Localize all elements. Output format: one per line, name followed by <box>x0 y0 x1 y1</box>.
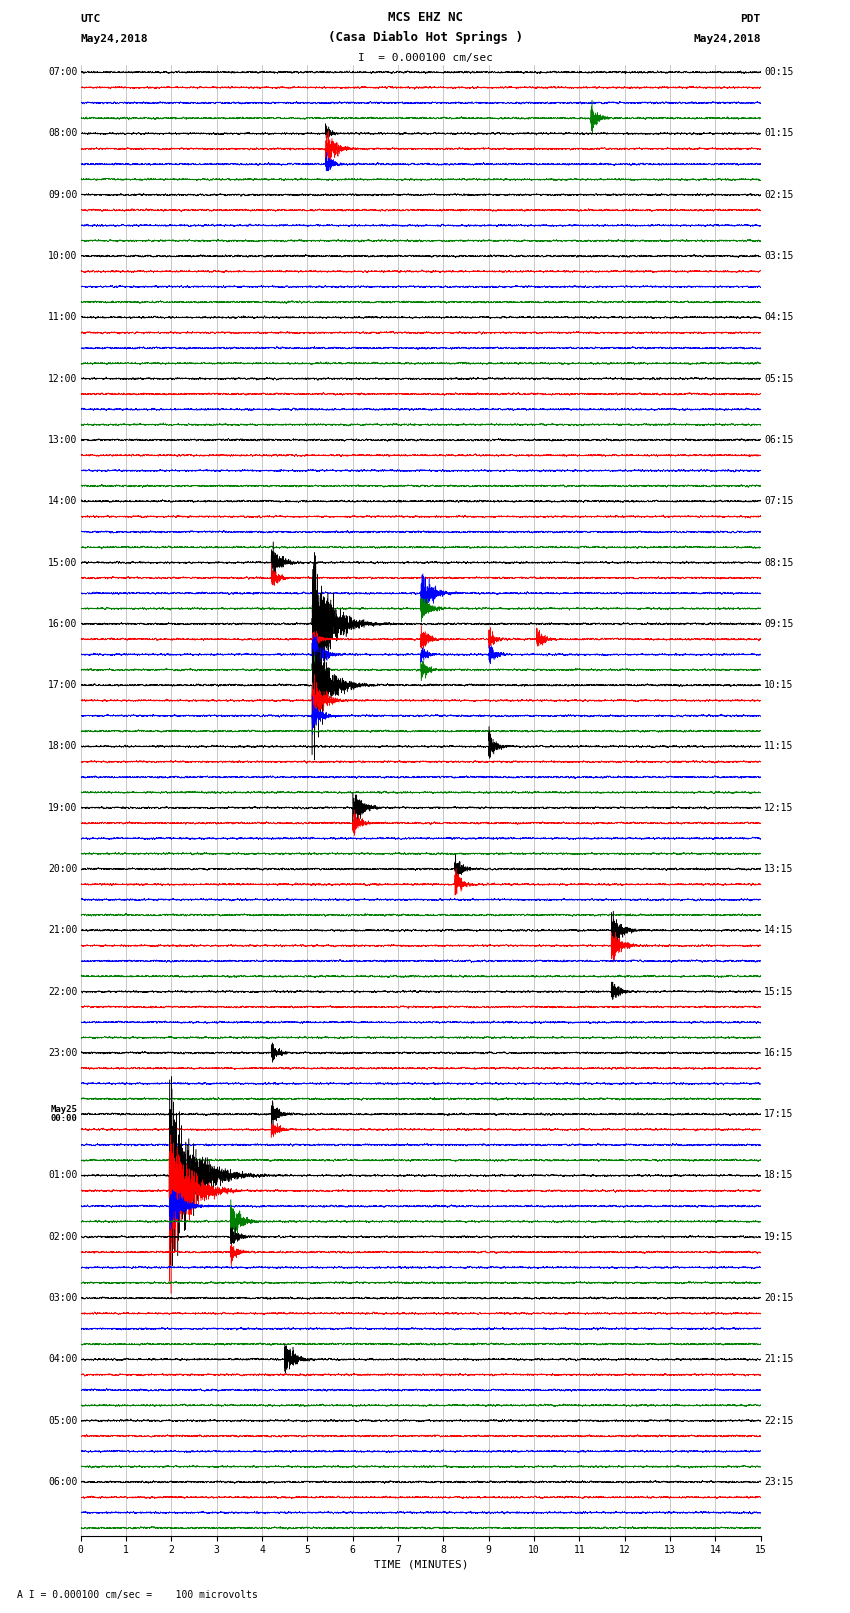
Text: 06:00: 06:00 <box>48 1478 77 1487</box>
Text: 22:00: 22:00 <box>48 987 77 997</box>
Text: 21:15: 21:15 <box>764 1355 794 1365</box>
Text: May24,2018: May24,2018 <box>694 34 761 44</box>
Text: 05:15: 05:15 <box>764 374 794 384</box>
Text: 14:15: 14:15 <box>764 926 794 936</box>
Text: 06:15: 06:15 <box>764 436 794 445</box>
Text: A I = 0.000100 cm/sec =    100 microvolts: A I = 0.000100 cm/sec = 100 microvolts <box>17 1590 258 1600</box>
Text: 10:00: 10:00 <box>48 252 77 261</box>
Text: 07:00: 07:00 <box>48 68 77 77</box>
Text: 11:15: 11:15 <box>764 742 794 752</box>
Text: MCS EHZ NC: MCS EHZ NC <box>388 11 462 24</box>
Text: 08:00: 08:00 <box>48 129 77 139</box>
Text: 09:00: 09:00 <box>48 190 77 200</box>
Text: 18:15: 18:15 <box>764 1171 794 1181</box>
Text: 12:15: 12:15 <box>764 803 794 813</box>
Text: 15:15: 15:15 <box>764 987 794 997</box>
Text: 01:00: 01:00 <box>48 1171 77 1181</box>
Text: 00:00: 00:00 <box>50 1115 77 1123</box>
Text: 22:15: 22:15 <box>764 1416 794 1426</box>
Text: 10:15: 10:15 <box>764 681 794 690</box>
Text: 01:15: 01:15 <box>764 129 794 139</box>
Text: UTC: UTC <box>81 15 101 24</box>
Text: 18:00: 18:00 <box>48 742 77 752</box>
Text: 05:00: 05:00 <box>48 1416 77 1426</box>
Text: 19:15: 19:15 <box>764 1232 794 1242</box>
Text: 04:00: 04:00 <box>48 1355 77 1365</box>
Text: 23:00: 23:00 <box>48 1048 77 1058</box>
Text: May25: May25 <box>50 1105 77 1115</box>
Text: 19:00: 19:00 <box>48 803 77 813</box>
Text: 13:00: 13:00 <box>48 436 77 445</box>
Text: 03:00: 03:00 <box>48 1294 77 1303</box>
Text: 15:00: 15:00 <box>48 558 77 568</box>
Text: 21:00: 21:00 <box>48 926 77 936</box>
Text: May24,2018: May24,2018 <box>81 34 148 44</box>
Text: 16:00: 16:00 <box>48 619 77 629</box>
Text: 20:00: 20:00 <box>48 865 77 874</box>
Text: (Casa Diablo Hot Springs ): (Casa Diablo Hot Springs ) <box>327 31 523 44</box>
Text: 02:15: 02:15 <box>764 190 794 200</box>
Text: 08:15: 08:15 <box>764 558 794 568</box>
Text: 00:15: 00:15 <box>764 68 794 77</box>
Text: 04:15: 04:15 <box>764 313 794 323</box>
Text: 17:00: 17:00 <box>48 681 77 690</box>
Text: 16:15: 16:15 <box>764 1048 794 1058</box>
Text: 02:00: 02:00 <box>48 1232 77 1242</box>
Text: 07:15: 07:15 <box>764 497 794 506</box>
Text: 17:15: 17:15 <box>764 1110 794 1119</box>
Text: PDT: PDT <box>740 15 761 24</box>
Text: 12:00: 12:00 <box>48 374 77 384</box>
Text: 11:00: 11:00 <box>48 313 77 323</box>
Text: 09:15: 09:15 <box>764 619 794 629</box>
Text: 03:15: 03:15 <box>764 252 794 261</box>
Text: 14:00: 14:00 <box>48 497 77 506</box>
Text: 20:15: 20:15 <box>764 1294 794 1303</box>
X-axis label: TIME (MINUTES): TIME (MINUTES) <box>373 1560 468 1569</box>
Text: 13:15: 13:15 <box>764 865 794 874</box>
Text: 23:15: 23:15 <box>764 1478 794 1487</box>
Text: I  = 0.000100 cm/sec: I = 0.000100 cm/sec <box>358 53 492 63</box>
